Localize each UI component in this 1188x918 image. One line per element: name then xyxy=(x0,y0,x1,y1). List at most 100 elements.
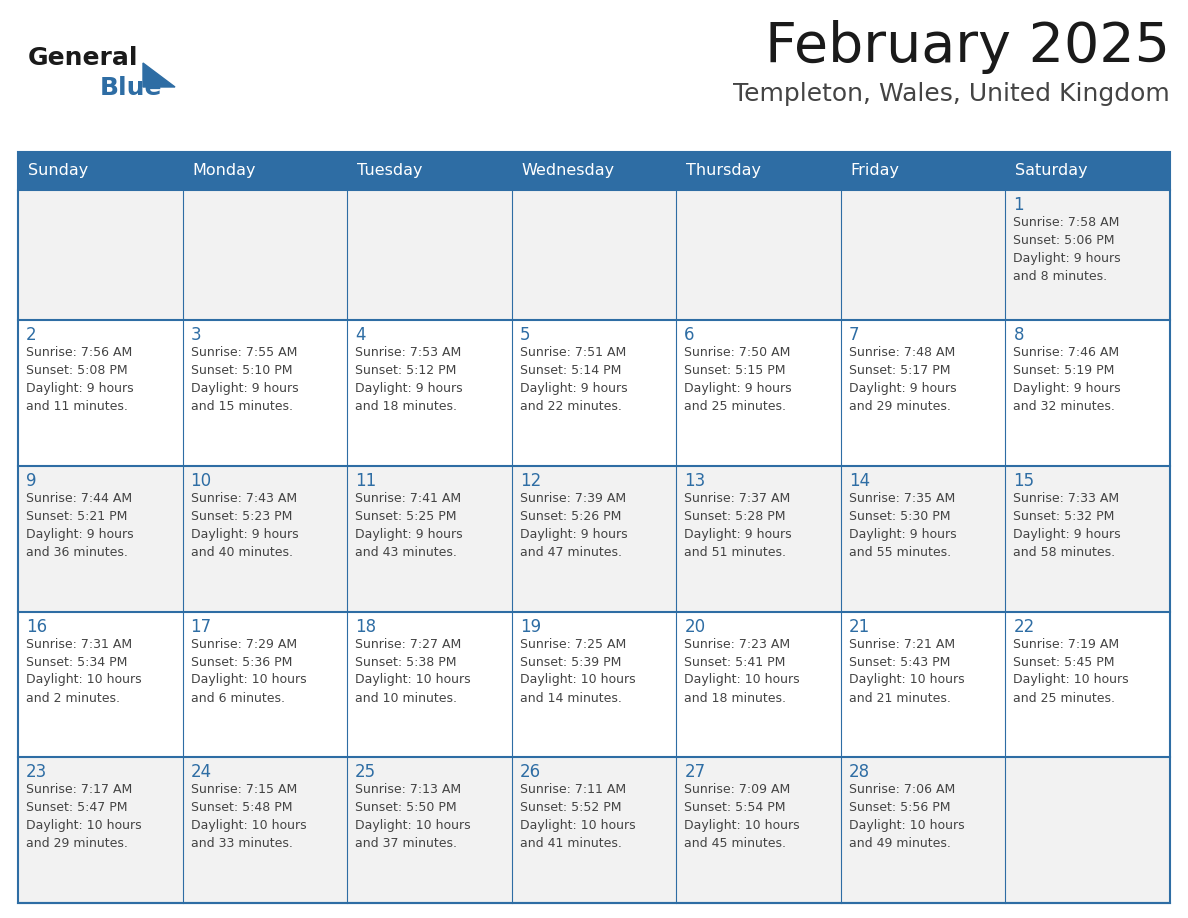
Bar xyxy=(18,611,183,757)
Text: and 11 minutes.: and 11 minutes. xyxy=(26,400,128,413)
Text: Sunrise: 7:53 AM: Sunrise: 7:53 AM xyxy=(355,346,461,359)
Text: Sunrise: 7:23 AM: Sunrise: 7:23 AM xyxy=(684,637,790,651)
Bar xyxy=(183,611,347,757)
Text: Sunset: 5:19 PM: Sunset: 5:19 PM xyxy=(1013,364,1114,377)
Text: and 41 minutes.: and 41 minutes. xyxy=(519,837,621,850)
Bar xyxy=(676,757,841,903)
Bar xyxy=(18,152,1170,903)
Bar xyxy=(1005,190,1170,320)
Text: Sunrise: 7:06 AM: Sunrise: 7:06 AM xyxy=(849,783,955,796)
Text: Sunset: 5:48 PM: Sunset: 5:48 PM xyxy=(190,801,292,814)
Text: Sunset: 5:32 PM: Sunset: 5:32 PM xyxy=(1013,509,1114,522)
Text: General: General xyxy=(29,46,139,70)
Bar xyxy=(18,152,183,190)
Text: 7: 7 xyxy=(849,326,859,344)
Text: Daylight: 10 hours: Daylight: 10 hours xyxy=(684,819,800,833)
Text: Sunset: 5:08 PM: Sunset: 5:08 PM xyxy=(26,364,127,377)
Text: and 18 minutes.: and 18 minutes. xyxy=(355,400,457,413)
Text: and 10 minutes.: and 10 minutes. xyxy=(355,691,457,704)
Text: 22: 22 xyxy=(1013,618,1035,635)
Bar xyxy=(676,152,841,190)
Text: February 2025: February 2025 xyxy=(765,20,1170,74)
Text: Sunset: 5:34 PM: Sunset: 5:34 PM xyxy=(26,655,127,668)
Text: 16: 16 xyxy=(26,618,48,635)
Bar xyxy=(512,190,676,320)
Bar xyxy=(347,320,512,465)
Text: Sunset: 5:39 PM: Sunset: 5:39 PM xyxy=(519,655,621,668)
Text: and 37 minutes.: and 37 minutes. xyxy=(355,837,457,850)
Text: 9: 9 xyxy=(26,472,37,489)
Bar xyxy=(347,190,512,320)
Text: 4: 4 xyxy=(355,326,366,344)
Text: 12: 12 xyxy=(519,472,541,489)
Text: Sunrise: 7:41 AM: Sunrise: 7:41 AM xyxy=(355,492,461,505)
Text: Daylight: 9 hours: Daylight: 9 hours xyxy=(519,382,627,395)
Bar xyxy=(512,757,676,903)
Text: 14: 14 xyxy=(849,472,870,489)
Text: and 15 minutes.: and 15 minutes. xyxy=(190,400,292,413)
Bar xyxy=(1005,611,1170,757)
Text: and 43 minutes.: and 43 minutes. xyxy=(355,545,457,559)
Text: Wednesday: Wednesday xyxy=(522,163,615,178)
Text: Sunset: 5:14 PM: Sunset: 5:14 PM xyxy=(519,364,621,377)
Bar xyxy=(1005,320,1170,465)
Text: 8: 8 xyxy=(1013,326,1024,344)
Bar xyxy=(676,611,841,757)
Text: 10: 10 xyxy=(190,472,211,489)
Text: Sunset: 5:26 PM: Sunset: 5:26 PM xyxy=(519,509,621,522)
Text: and 36 minutes.: and 36 minutes. xyxy=(26,545,128,559)
Text: and 22 minutes.: and 22 minutes. xyxy=(519,400,621,413)
Text: Sunrise: 7:39 AM: Sunrise: 7:39 AM xyxy=(519,492,626,505)
Bar xyxy=(841,757,1005,903)
Text: 21: 21 xyxy=(849,618,870,635)
Text: Sunset: 5:43 PM: Sunset: 5:43 PM xyxy=(849,655,950,668)
Text: 18: 18 xyxy=(355,618,377,635)
Bar xyxy=(841,190,1005,320)
Text: Sunrise: 7:50 AM: Sunrise: 7:50 AM xyxy=(684,346,791,359)
Text: 11: 11 xyxy=(355,472,377,489)
Text: Daylight: 10 hours: Daylight: 10 hours xyxy=(519,819,636,833)
Text: Sunrise: 7:17 AM: Sunrise: 7:17 AM xyxy=(26,783,132,796)
Bar xyxy=(183,757,347,903)
Text: Daylight: 10 hours: Daylight: 10 hours xyxy=(849,819,965,833)
Text: Monday: Monday xyxy=(192,163,257,178)
Text: and 6 minutes.: and 6 minutes. xyxy=(190,691,285,704)
Text: 17: 17 xyxy=(190,618,211,635)
Text: 28: 28 xyxy=(849,763,870,781)
Text: and 8 minutes.: and 8 minutes. xyxy=(1013,270,1107,283)
Text: and 29 minutes.: and 29 minutes. xyxy=(26,837,128,850)
Text: Sunrise: 7:09 AM: Sunrise: 7:09 AM xyxy=(684,783,790,796)
Text: Sunday: Sunday xyxy=(29,163,88,178)
Bar xyxy=(183,152,347,190)
Text: Sunrise: 7:58 AM: Sunrise: 7:58 AM xyxy=(1013,216,1120,229)
Text: 23: 23 xyxy=(26,763,48,781)
Text: and 29 minutes.: and 29 minutes. xyxy=(849,400,950,413)
Text: 27: 27 xyxy=(684,763,706,781)
Text: Daylight: 9 hours: Daylight: 9 hours xyxy=(849,528,956,541)
Text: Daylight: 9 hours: Daylight: 9 hours xyxy=(1013,382,1121,395)
Bar xyxy=(183,465,347,611)
Text: Sunset: 5:41 PM: Sunset: 5:41 PM xyxy=(684,655,785,668)
Text: Daylight: 10 hours: Daylight: 10 hours xyxy=(190,674,307,687)
Text: Sunset: 5:15 PM: Sunset: 5:15 PM xyxy=(684,364,785,377)
Bar xyxy=(347,757,512,903)
Text: Daylight: 9 hours: Daylight: 9 hours xyxy=(1013,252,1121,265)
Text: and 18 minutes.: and 18 minutes. xyxy=(684,691,786,704)
Text: 19: 19 xyxy=(519,618,541,635)
Text: Sunrise: 7:21 AM: Sunrise: 7:21 AM xyxy=(849,637,955,651)
Text: Sunset: 5:28 PM: Sunset: 5:28 PM xyxy=(684,509,785,522)
Text: Sunrise: 7:33 AM: Sunrise: 7:33 AM xyxy=(1013,492,1119,505)
Text: and 51 minutes.: and 51 minutes. xyxy=(684,545,786,559)
Text: Sunrise: 7:11 AM: Sunrise: 7:11 AM xyxy=(519,783,626,796)
Text: Daylight: 10 hours: Daylight: 10 hours xyxy=(355,819,470,833)
Text: 25: 25 xyxy=(355,763,377,781)
Text: Sunrise: 7:27 AM: Sunrise: 7:27 AM xyxy=(355,637,461,651)
Text: Daylight: 10 hours: Daylight: 10 hours xyxy=(190,819,307,833)
Text: Sunrise: 7:55 AM: Sunrise: 7:55 AM xyxy=(190,346,297,359)
Text: 2: 2 xyxy=(26,326,37,344)
Text: Daylight: 10 hours: Daylight: 10 hours xyxy=(26,674,141,687)
Text: and 47 minutes.: and 47 minutes. xyxy=(519,545,621,559)
Polygon shape xyxy=(143,63,175,87)
Text: Daylight: 9 hours: Daylight: 9 hours xyxy=(849,382,956,395)
Text: Daylight: 10 hours: Daylight: 10 hours xyxy=(519,674,636,687)
